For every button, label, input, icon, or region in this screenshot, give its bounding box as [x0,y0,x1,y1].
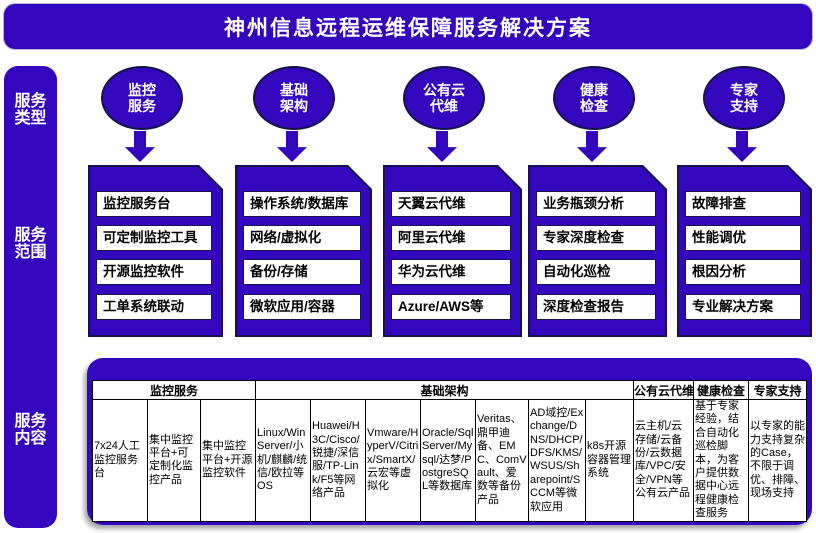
sidebar: 服务 类型 服务 范围 服务 内容 [4,66,57,528]
page-title: 神州信息远程运维保障服务解决方案 [224,16,592,40]
scope-item: 深度检查报告 [536,294,656,320]
scope-box-monitoring: 监控服务台 可定制监控工具 开源监控软件 工单系统联动 [88,165,223,337]
sidebar-label-line: 服务 [14,93,47,110]
table-header-infrastructure: 基础架构 [255,380,635,400]
scope-item: 操作系统/数据库 [243,191,361,217]
service-content-panel: 监控服务 基础架构 公有云代维 健康检查 专家支持 7x24人工监控服务台 集中… [87,358,812,525]
ellipse-health-check: 健康 检查 [553,66,635,130]
scope-item: 自动化巡检 [536,259,656,285]
content-cell: 7x24人工监控服务台 [92,399,148,522]
ellipse-label-line: 健康 [580,82,608,98]
content-cell: 集中监控平台+可定制化监控产品 [147,399,201,522]
scope-item: 故障排查 [685,191,801,217]
scope-item: Azure/AWS等 [391,294,511,320]
scope-item: 阿里云代维 [391,225,511,251]
scope-item: 业务瓶颈分析 [536,191,656,217]
scope-item: 可定制监控工具 [96,225,212,251]
scope-item: 根因分析 [685,259,801,285]
down-arrow-icon [427,131,457,162]
sidebar-label-line: 范围 [14,244,47,261]
content-cell: Vmware/HyperV/Citrix/SmartX/云宏等虚拟化 [365,399,422,522]
scope-item: 开源监控软件 [96,259,212,285]
sidebar-label-service-scope: 服务 范围 [4,227,57,261]
content-cell: AD域控/Exchange/DNS/DHCP/DFS/KMS/WSUS/Shar… [528,399,587,522]
table-body-row: 7x24人工监控服务台 集中监控平台+可定制化监控产品 集中监控平台+开源监控软… [92,399,808,522]
page-title-bar: 神州信息远程运维保障服务解决方案 [3,3,813,50]
ellipse-label-line: 基础 [280,82,308,98]
content-cell: 集中监控平台+开源监控软件 [199,399,257,522]
ellipse-label-line: 公有云 [423,82,465,98]
ellipse-monitoring-service: 监控 服务 [101,66,183,130]
scope-box-expert-support: 故障排查 性能调优 根因分析 专业解决方案 [677,165,812,337]
scope-item: 专家深度检查 [536,225,656,251]
content-cell: 云主机/云存储/云备份/云数据库/VPC/安全/VPN等公有云产品 [633,399,695,522]
sidebar-label-line: 类型 [14,110,47,127]
table-header-monitoring: 监控服务 [91,380,257,400]
ellipse-expert-support: 专家 支持 [703,66,785,130]
scope-item: 备份/存储 [243,259,361,285]
down-arrow-icon [277,131,307,162]
scope-item: 天翼云代维 [391,191,511,217]
scope-item: 网络/虚拟化 [243,225,361,251]
scope-box-public-cloud: 天翼云代维 阿里云代维 华为云代维 Azure/AWS等 [383,165,522,337]
table-header-row: 监控服务 基础架构 公有云代维 健康检查 专家支持 [91,380,808,400]
content-cell: 以专家的能力支持复杂的Case，不限于调优、排障、现场支持 [748,399,808,522]
ellipse-public-cloud: 公有云 代维 [403,66,485,130]
sidebar-label-line: 服务 [14,227,47,244]
sidebar-label-service-type: 服务 类型 [4,93,57,127]
content-cell: Veritas、鼎甲迪备、EMC、ComVault、爱数等备份产品 [475,399,530,522]
ellipse-label-line: 架构 [280,98,308,114]
content-cell: k8s开源容器管理系统 [585,399,635,522]
scope-item: 工单系统联动 [96,294,212,320]
scope-item: 性能调优 [685,225,801,251]
service-content-table: 监控服务 基础架构 公有云代维 健康检查 专家支持 7x24人工监控服务台 集中… [91,380,808,522]
table-header-public-cloud: 公有云代维 [633,380,695,400]
scope-item: 专业解决方案 [685,294,801,320]
down-arrow-icon [727,131,757,162]
sidebar-label-line: 内容 [14,430,47,447]
ellipse-label-line: 专家 [730,82,758,98]
table-header-expert-support: 专家支持 [748,380,808,400]
sidebar-label-line: 服务 [14,413,47,430]
content-cell: Oracle/Sql Server/Mysql/达梦/PostgreSQL等数据… [420,399,477,522]
scope-box-infrastructure: 操作系统/数据库 网络/虚拟化 备份/存储 微软应用/容器 [235,165,372,337]
scope-item: 监控服务台 [96,191,212,217]
content-cell: Huawei/H3C/Cisco/锐捷/深信服/TP-Link/F5等网络产品 [310,399,367,522]
ellipse-infrastructure: 基础 架构 [253,66,335,130]
down-arrow-icon [577,131,607,162]
content-cell: Linux/Win Server/小机/麒麟/统信/欧拉等OS [255,399,312,522]
scope-item: 微软应用/容器 [243,294,361,320]
table-header-health-check: 健康检查 [693,380,750,400]
content-cell: 基于专家经验，结合自动化巡检脚本，为客户提供数据中心远程健康检查服务 [693,399,750,522]
ellipse-label-line: 支持 [730,98,758,114]
ellipse-label-line: 检查 [580,98,608,114]
ellipse-label-line: 监控 [128,82,156,98]
down-arrow-icon [125,131,155,162]
scope-item: 华为云代维 [391,259,511,285]
ellipse-label-line: 服务 [128,98,156,114]
ellipse-label-line: 代维 [430,98,458,114]
sidebar-label-service-content: 服务 内容 [4,413,57,447]
scope-box-health-check: 业务瓶颈分析 专家深度检查 自动化巡检 深度检查报告 [528,165,667,337]
